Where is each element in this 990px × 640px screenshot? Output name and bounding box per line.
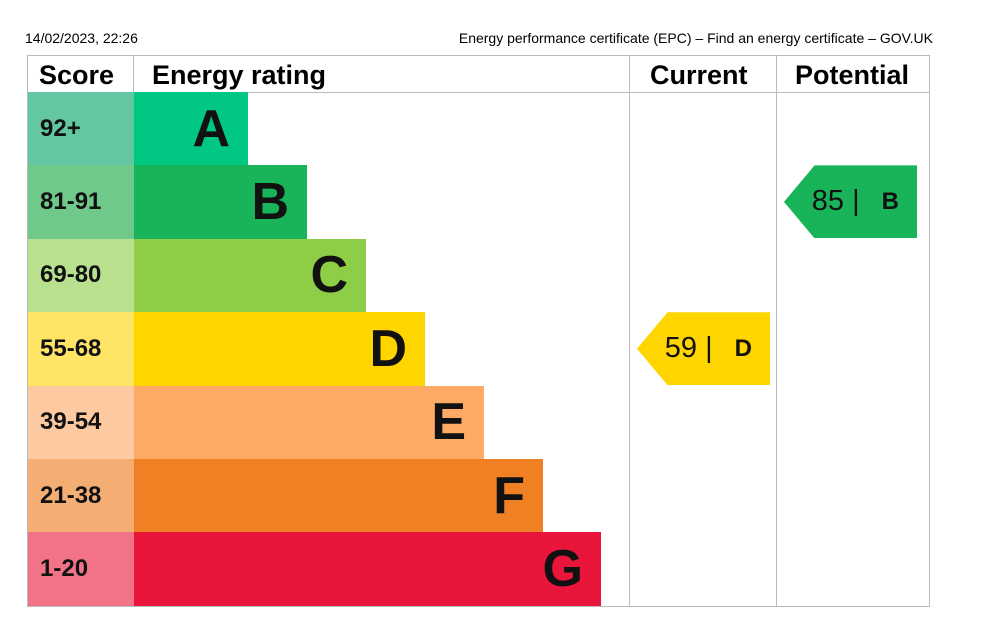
- rating-bar-d: D: [134, 312, 425, 386]
- column-divider: [776, 56, 777, 606]
- rating-bar-a: A: [134, 92, 248, 166]
- current-rating-arrow: 59 | D: [637, 312, 770, 386]
- score-range-g: 1-20: [28, 532, 134, 606]
- potential-rating-arrow: 85 | B: [784, 165, 917, 239]
- rating-bar-b: B: [134, 165, 307, 239]
- energy-rating-chart: Score Energy rating Current Potential 92…: [27, 55, 930, 607]
- current-score: 59: [664, 332, 698, 365]
- rating-bar-g: G: [134, 532, 601, 606]
- header-current: Current: [650, 60, 748, 90]
- score-range-e: 39-54: [28, 385, 134, 459]
- rating-bar-f: F: [134, 459, 543, 533]
- score-range-a: 92+: [28, 92, 134, 166]
- print-page-title: Energy performance certificate (EPC) – F…: [458, 30, 933, 46]
- rating-bar-e: E: [134, 385, 484, 459]
- score-range-c: 69-80: [28, 238, 134, 313]
- score-range-b: 81-91: [28, 165, 134, 239]
- header-divider: [28, 92, 929, 93]
- current-letter: D: [734, 334, 752, 362]
- column-divider: [629, 56, 630, 606]
- print-datetime: 14/02/2023, 22:26: [25, 30, 138, 46]
- score-range-f: 21-38: [28, 459, 134, 533]
- header-energy-rating: Energy rating: [152, 60, 327, 90]
- potential-score: 85: [811, 185, 845, 218]
- rating-bar-c: C: [134, 238, 366, 313]
- score-range-d: 55-68: [28, 312, 134, 386]
- header-potential: Potential: [795, 60, 910, 90]
- potential-letter: B: [881, 187, 899, 215]
- header-score: Score: [39, 60, 115, 90]
